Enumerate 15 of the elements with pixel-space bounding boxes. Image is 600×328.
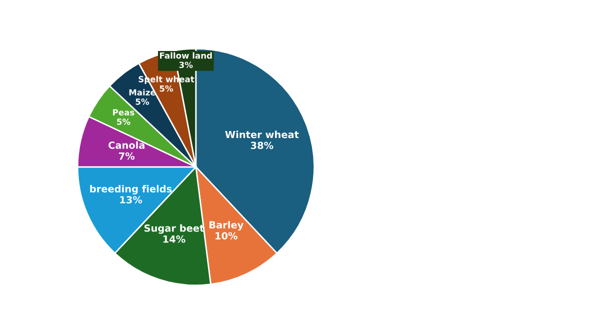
data-label: 10% — [216, 232, 238, 240]
slice-label: Fallow land — [160, 52, 212, 59]
data-label: 5% — [136, 98, 150, 105]
data-label: 14% — [163, 235, 186, 243]
data-label: 7% — [119, 152, 135, 160]
slice-label: breeding fields — [90, 184, 172, 194]
data-label: 3% — [179, 62, 193, 68]
slice-label: Winter wheat — [225, 130, 299, 138]
slice-label: Peas — [113, 109, 134, 116]
slice-label: Barley — [210, 221, 244, 230]
data-label: 38% — [250, 142, 274, 150]
slice-label: Canola — [108, 141, 144, 149]
data-label: 13% — [120, 196, 142, 204]
data-label: 5% — [117, 118, 130, 125]
data-label: 5% — [160, 85, 174, 92]
